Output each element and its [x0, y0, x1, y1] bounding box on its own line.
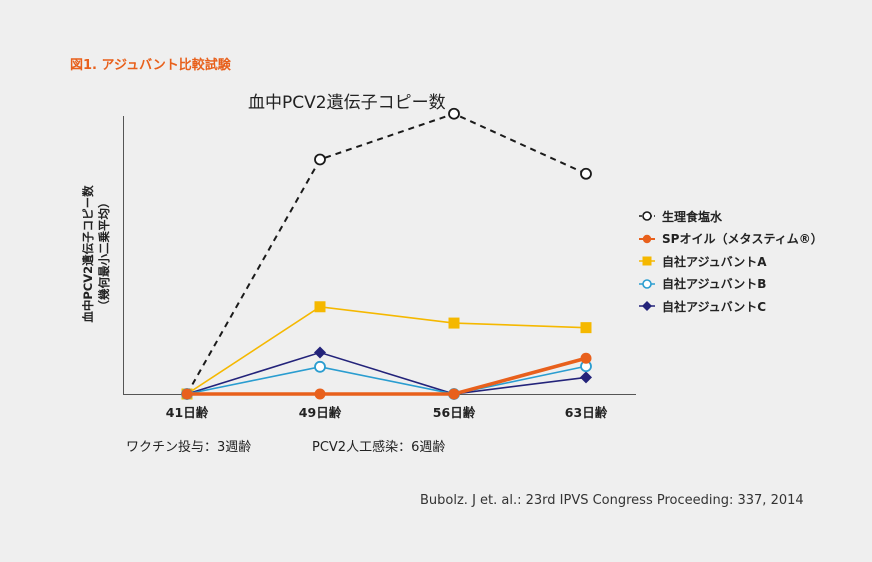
data-point — [314, 301, 326, 313]
series-line — [186, 351, 587, 395]
data-point — [314, 360, 326, 373]
x-tick-label: 56日齢 — [433, 405, 476, 420]
legend-marker-adjuvant-a-icon — [639, 256, 655, 266]
data-point — [448, 388, 460, 400]
data-point — [580, 167, 592, 180]
data-point — [314, 153, 326, 166]
series-line — [186, 112, 587, 395]
legend-marker-sp-oil-icon — [639, 234, 655, 243]
x-tick-label: 63日齢 — [565, 405, 608, 420]
legend-label: 自社アジュバントC — [662, 299, 767, 314]
legend: 生理食塩水 SPオイル（メタスティム®） 自社アジュバントA 自社アジュバントB… — [638, 205, 823, 318]
data-point — [181, 388, 193, 400]
legend-marker-adjuvant-c-icon — [639, 301, 655, 312]
data-point — [448, 317, 460, 329]
vaccination-note: ワクチン投与：3週齢 — [126, 440, 252, 455]
data-point — [314, 346, 326, 359]
legend-label: SPオイル（メタスティム®） — [662, 232, 823, 247]
citation: Bubolz. J et. al.: 23rd IPVS Congress Pr… — [420, 493, 804, 508]
legend-item: 自社アジュバントC — [638, 295, 823, 318]
infection-note: PCV2人工感染：6週齢 — [312, 440, 446, 455]
legend-marker-adjuvant-b-icon — [639, 278, 655, 289]
series-line — [186, 305, 587, 395]
series-1 — [186, 107, 592, 395]
data-point — [580, 352, 592, 364]
series-line — [186, 365, 587, 395]
data-point — [314, 388, 326, 400]
legend-item: 自社アジュバントB — [638, 273, 823, 296]
legend-item: 自社アジュバントA — [638, 250, 823, 273]
legend-label: 生理食塩水 — [662, 209, 723, 224]
data-point — [448, 107, 460, 120]
figure-label: 図1. アジュバント比較試験 — [70, 58, 231, 73]
data-point — [580, 322, 592, 334]
data-point — [580, 371, 592, 384]
series-layer — [181, 107, 592, 400]
legend-marker-saline-icon — [639, 211, 655, 222]
series-5 — [181, 352, 592, 400]
legend-item: SPオイル（メタスティム®） — [638, 228, 823, 251]
series-line — [187, 356, 587, 396]
x-tick-labels: 41日齢 49日齢 56日齢 63日齢 — [166, 405, 608, 420]
x-tick-label: 49日齢 — [299, 405, 342, 420]
legend-label: 自社アジュバントB — [662, 277, 767, 292]
legend-item: 生理食塩水 — [638, 205, 823, 228]
legend-label: 自社アジュバントA — [662, 254, 767, 269]
x-tick-label: 41日齢 — [166, 405, 209, 420]
chart-title: 血中PCV2遺伝子コピー数 — [248, 93, 446, 113]
